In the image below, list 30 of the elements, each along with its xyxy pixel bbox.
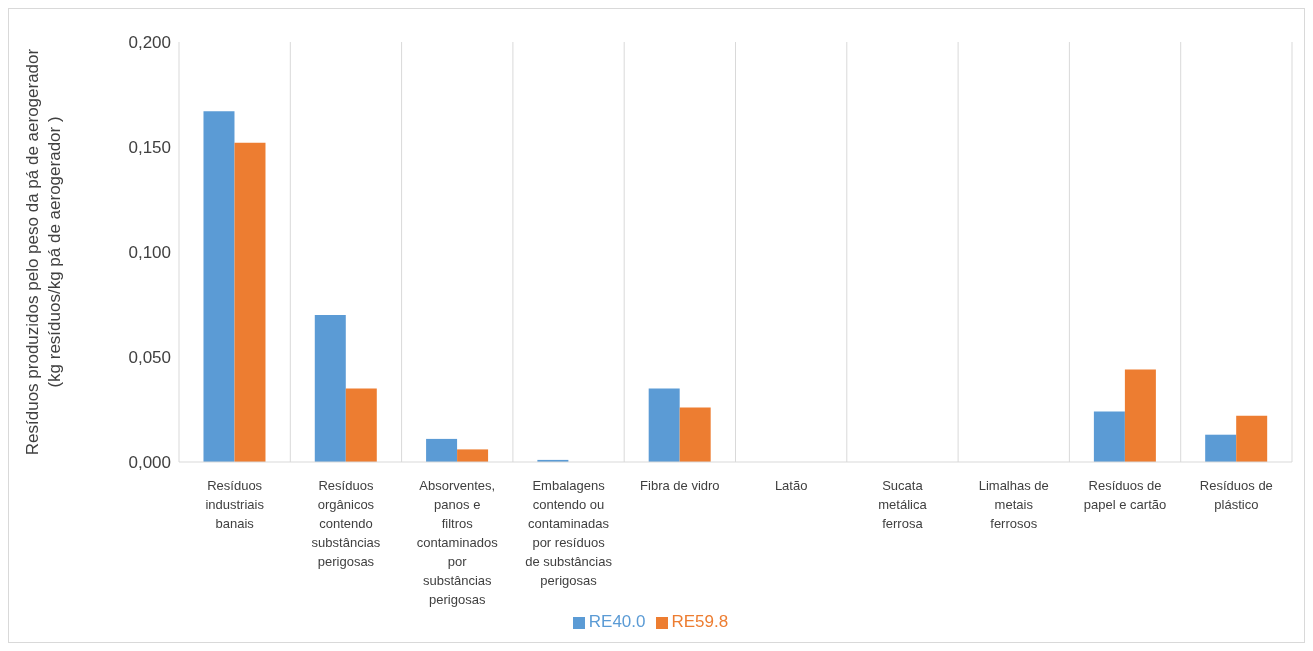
bar	[234, 142, 266, 462]
bar	[345, 388, 377, 462]
x-tick-label: Resíduos industriais banais	[205, 478, 265, 531]
y-tick-label: 0,150	[128, 138, 171, 158]
x-tick-label: Resíduos de plástico	[1199, 478, 1273, 512]
x-tick-label: Resíduos orgânicos contendo substâncias perigosas	[311, 478, 381, 569]
legend-label: RE40.0	[588, 612, 646, 631]
x-tick-label: Fibra de vidro	[640, 478, 720, 493]
y-tick-label: 0,050	[128, 348, 171, 368]
bar	[1093, 411, 1125, 462]
bar	[426, 438, 458, 462]
legend-label: RE59.8	[671, 612, 729, 631]
bar	[1205, 434, 1237, 462]
y-tick-label: 0,100	[128, 243, 171, 263]
x-tick-label: Absorventes, panos e filtros contaminados por substâncias perigosas	[416, 478, 499, 607]
y-tick-label: 0,200	[128, 33, 171, 53]
bar	[1124, 369, 1156, 462]
x-tick-label: Sucata metálica ferrosa	[878, 478, 928, 531]
x-tick-label: Embalagens contendo ou contaminadas por resíduos de substâncias perigosas	[525, 478, 613, 588]
bar	[1236, 415, 1268, 462]
x-tick-label: Limalhas de metais ferrosos	[978, 478, 1049, 531]
y-axis-title: Resíduos produzidos pelo peso da pá de aerogerador (kg resíduos/kg pá de aerogerador )	[23, 48, 64, 456]
bar	[457, 449, 489, 462]
bar	[679, 407, 711, 462]
bar	[203, 111, 235, 462]
x-tick-label: Resíduos de papel e cartão	[1083, 478, 1167, 512]
x-tick-label: Latão	[774, 478, 808, 493]
y-tick-label: 0,000	[128, 453, 171, 473]
bar	[314, 315, 346, 462]
bar	[648, 388, 680, 462]
